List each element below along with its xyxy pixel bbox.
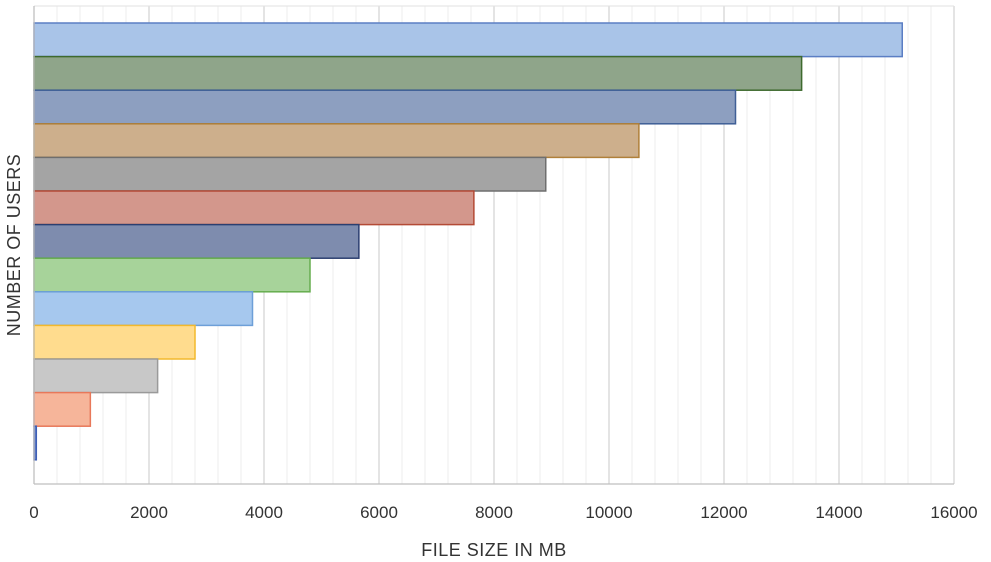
y-axis-title: NUMBER OF USERS [4, 154, 24, 337]
x-tick-label: 0 [29, 503, 38, 522]
x-tick-label: 8000 [475, 503, 513, 522]
bars [33, 22, 903, 461]
bar [33, 123, 640, 159]
x-tick-label: 10000 [585, 503, 632, 522]
bar [33, 55, 803, 91]
bar [33, 22, 903, 58]
bar [33, 190, 475, 226]
x-tick-label: 2000 [130, 503, 168, 522]
x-axis-title: FILE SIZE IN MB [421, 540, 567, 560]
bar [33, 89, 737, 125]
bar [33, 291, 254, 327]
bar [33, 257, 311, 293]
bar [33, 156, 547, 192]
axes [33, 6, 954, 485]
x-tick-label: 4000 [245, 503, 283, 522]
x-tick-label: 12000 [700, 503, 747, 522]
x-tick-labels: 0 2000 4000 6000 8000 10000 12000 14000 16000 [29, 503, 977, 522]
bar [33, 324, 196, 360]
x-tick-label: 16000 [930, 503, 977, 522]
x-tick-label: 6000 [360, 503, 398, 522]
x-tick-label: 14000 [815, 503, 862, 522]
bar [33, 223, 360, 259]
bar [33, 391, 92, 427]
bar [33, 358, 159, 394]
